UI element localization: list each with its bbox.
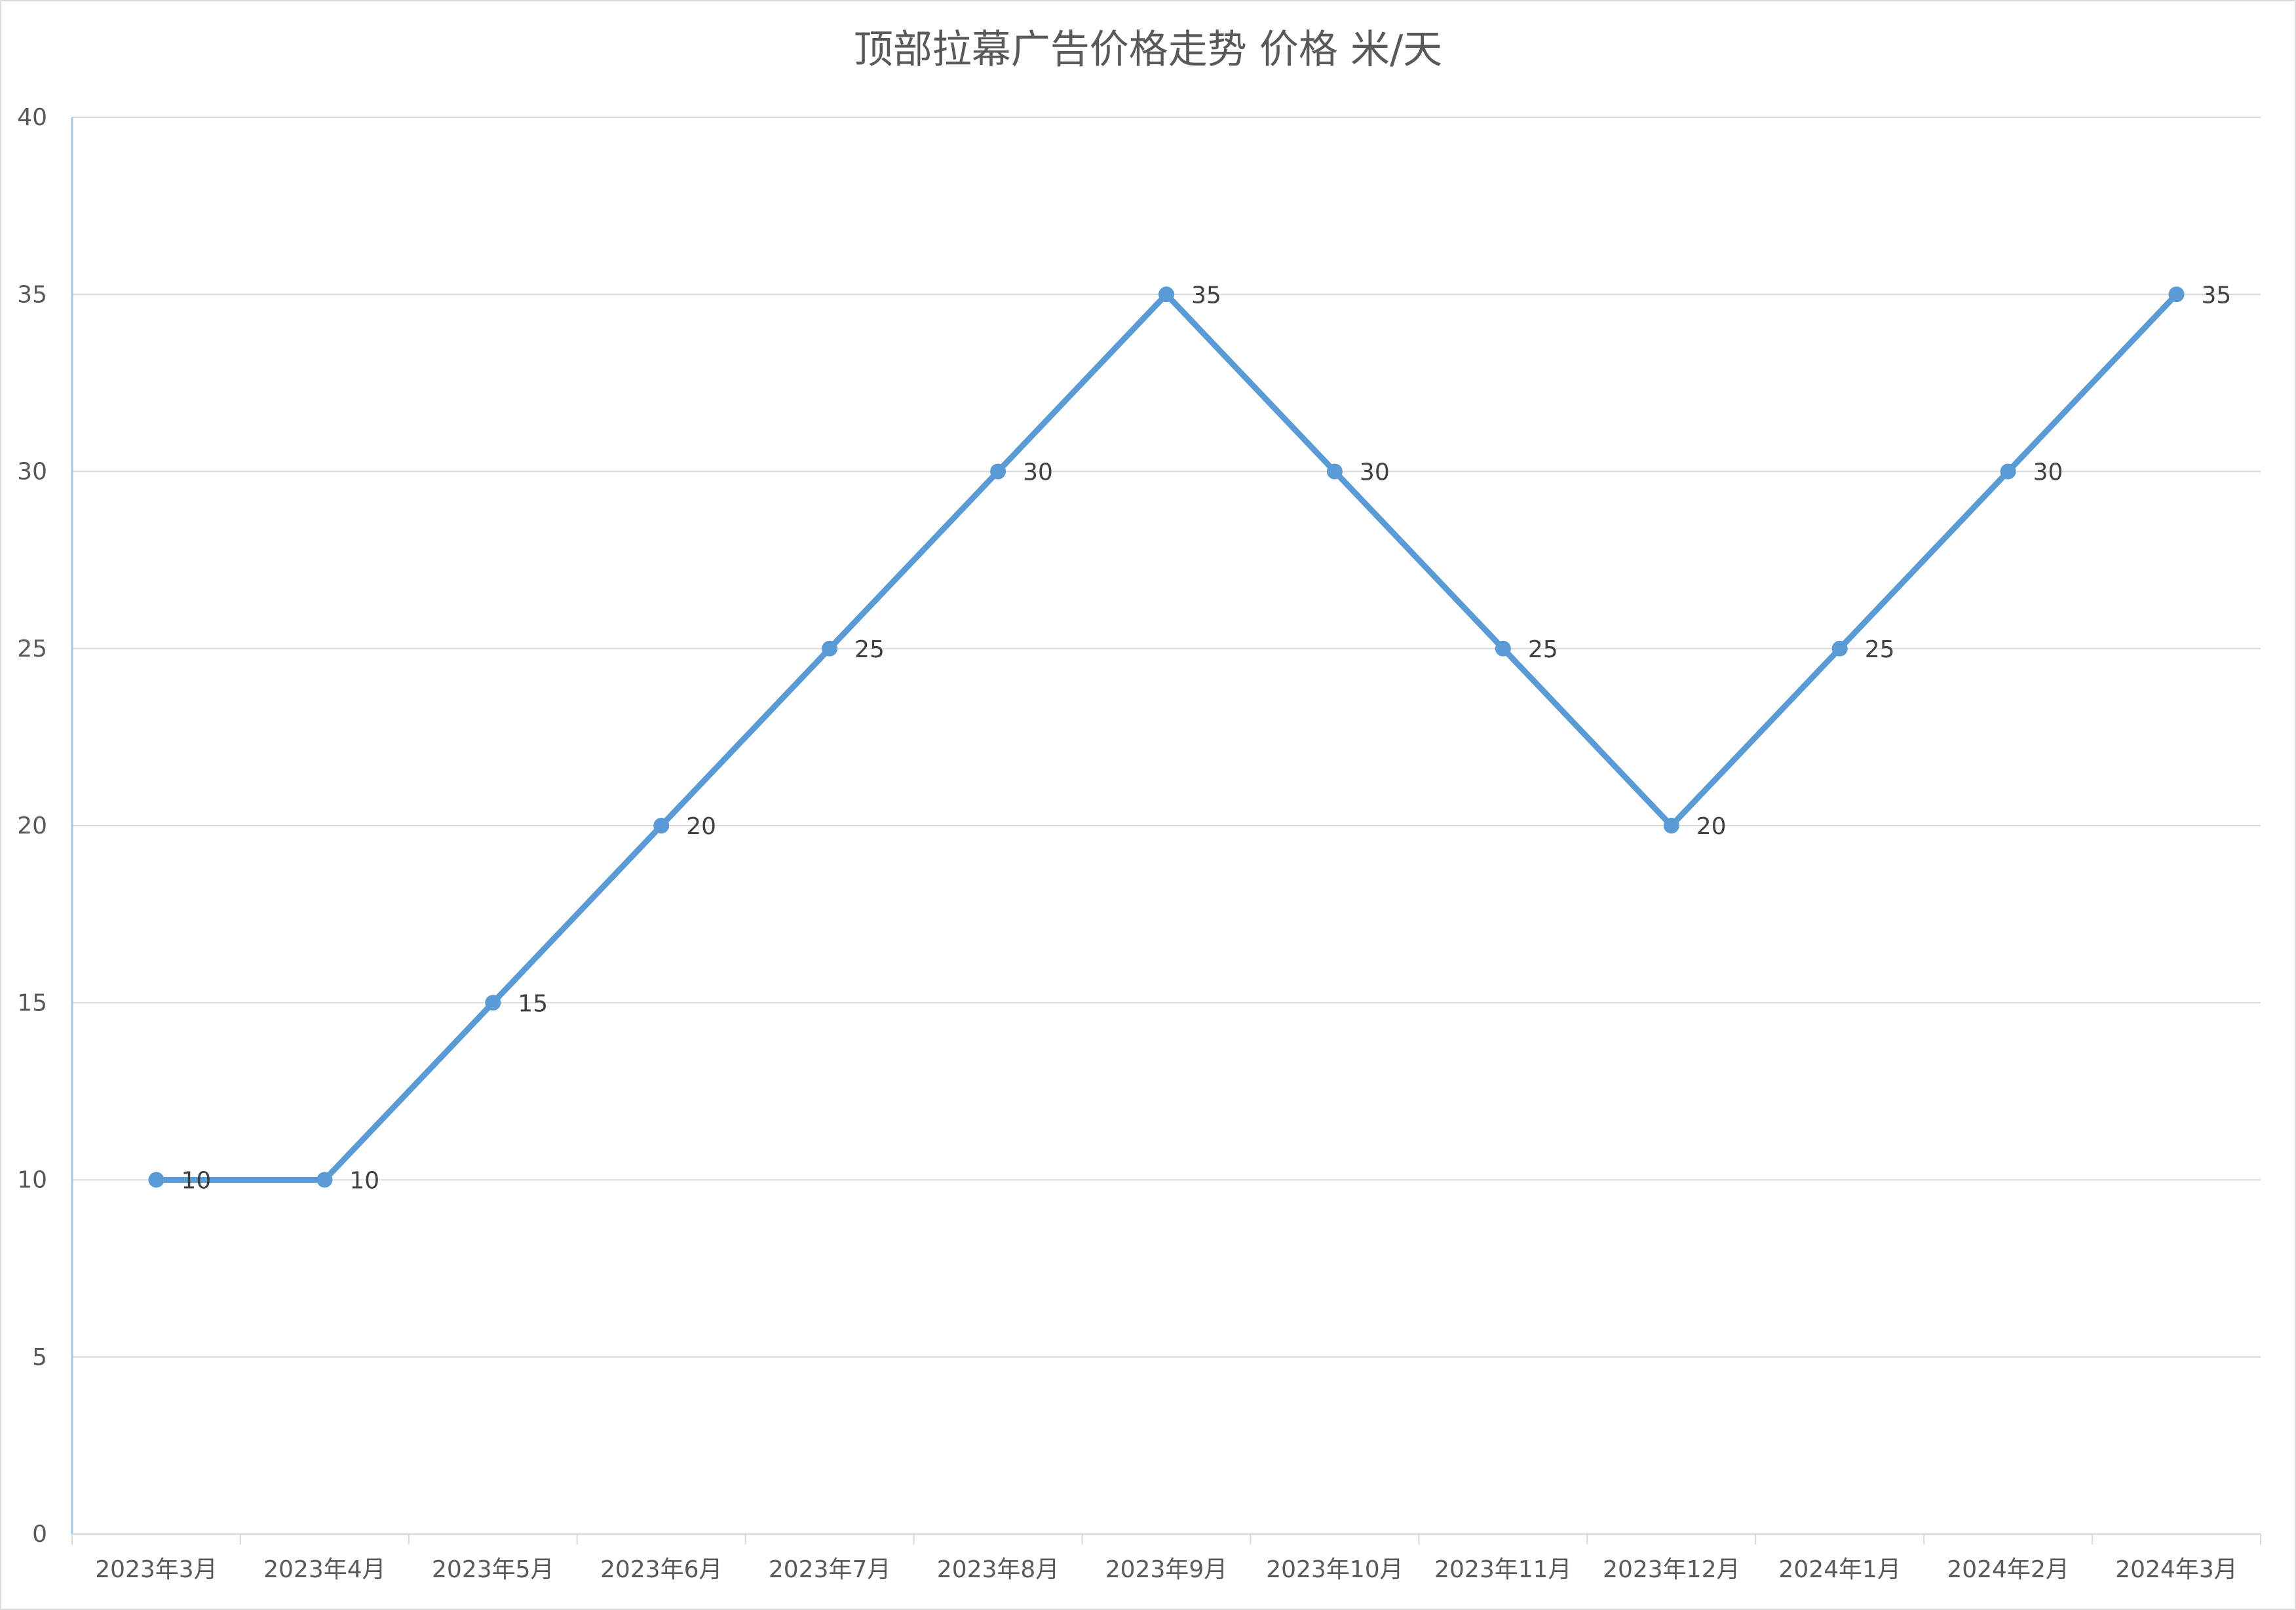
y-tick-label: 5 — [32, 1344, 47, 1371]
x-tick-label: 2023年4月 — [263, 1556, 386, 1583]
data-point — [485, 995, 501, 1011]
data-point — [148, 1172, 164, 1188]
y-tick-label: 10 — [17, 1167, 47, 1194]
data-label: 30 — [1023, 459, 1053, 486]
data-point — [2168, 286, 2185, 303]
data-label: 20 — [686, 813, 716, 840]
data-point — [653, 818, 670, 834]
data-point — [316, 1172, 333, 1188]
x-tick-label: 2024年3月 — [2115, 1556, 2238, 1583]
data-point — [1663, 818, 1679, 834]
y-tick-label: 0 — [32, 1521, 47, 1548]
series-layer — [148, 286, 2185, 1188]
x-tick-label: 2023年5月 — [432, 1556, 554, 1583]
data-label: 30 — [1360, 459, 1390, 486]
x-tick-label: 2024年1月 — [1778, 1556, 1901, 1583]
axis-layer — [71, 117, 2261, 1544]
x-tick-label: 2023年10月 — [1266, 1556, 1403, 1583]
data-label: 10 — [349, 1168, 379, 1195]
data-point — [1495, 640, 1511, 657]
x-tick-label: 2023年11月 — [1434, 1556, 1571, 1583]
y-tick-label: 20 — [17, 813, 47, 839]
data-point — [1158, 286, 1174, 303]
data-label: 35 — [1191, 282, 1221, 309]
y-tick-label: 35 — [17, 281, 47, 308]
data-point — [822, 640, 838, 657]
data-point — [2000, 463, 2016, 480]
chart-title: 顶部拉幕广告价格走势 价格 米/天 — [854, 27, 1442, 73]
data-label: 15 — [518, 990, 548, 1017]
y-tick-label: 40 — [17, 104, 47, 131]
data-label: 25 — [1865, 636, 1895, 663]
x-tick-label: 2023年3月 — [95, 1556, 218, 1583]
y-tick-label: 25 — [17, 636, 47, 662]
x-tick-label: 2023年8月 — [937, 1556, 1060, 1583]
x-tick-label: 2024年2月 — [1947, 1556, 2069, 1583]
y-tick-label: 15 — [17, 989, 47, 1016]
data-label: 35 — [2202, 282, 2232, 309]
data-point — [990, 463, 1006, 480]
x-tick-label: 2023年7月 — [769, 1556, 891, 1583]
data-label: 10 — [181, 1168, 211, 1195]
x-tick-label: 2023年9月 — [1105, 1556, 1228, 1583]
data-label: 30 — [2033, 459, 2063, 486]
data-label: 25 — [1528, 636, 1558, 663]
y-tick-label: 30 — [17, 459, 47, 486]
data-label: 25 — [854, 636, 885, 663]
data-point — [1326, 463, 1343, 480]
data-label: 20 — [1696, 813, 1727, 840]
grid-layer — [72, 117, 2261, 1358]
data-point — [1831, 640, 1848, 657]
x-tick-label: 2023年6月 — [600, 1556, 723, 1583]
x-tick-label: 2023年12月 — [1603, 1556, 1740, 1583]
